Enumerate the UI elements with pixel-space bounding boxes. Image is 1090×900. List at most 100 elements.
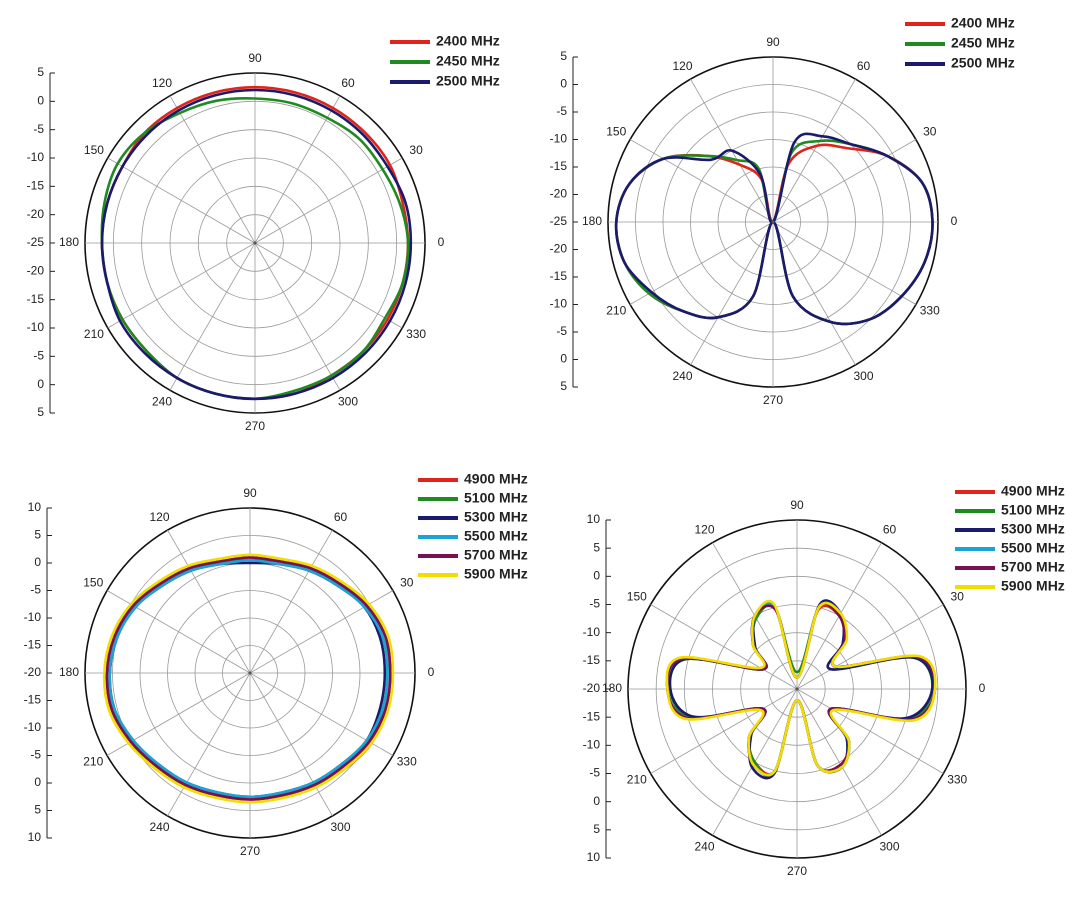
radial-tick-label: -15 xyxy=(583,709,601,723)
radial-tick-label: -25 xyxy=(27,235,45,249)
radial-tick-label: -20 xyxy=(583,681,601,695)
legend-label: 2400 MHz xyxy=(951,15,1015,31)
angle-label: 180 xyxy=(59,235,79,249)
center-dot xyxy=(253,241,257,245)
angle-label: 210 xyxy=(627,773,647,787)
grid-spoke xyxy=(169,242,256,391)
radial-tick-label: -10 xyxy=(24,720,42,734)
grid-spoke xyxy=(254,242,403,329)
radial-tick-label: -5 xyxy=(589,766,600,780)
grid-spoke xyxy=(650,604,798,690)
angle-label: 300 xyxy=(338,395,358,409)
radial-tick-label: -10 xyxy=(550,132,568,146)
radial-tick-label: 0 xyxy=(593,794,600,808)
radial-tick-label: -5 xyxy=(556,104,567,118)
grid-spoke xyxy=(107,242,256,329)
legend-label: 5700 MHz xyxy=(1001,559,1065,575)
angle-label: 330 xyxy=(947,773,967,787)
grid-spoke xyxy=(167,529,251,674)
angle-label: 180 xyxy=(602,681,622,695)
grid-spoke xyxy=(249,672,333,817)
angle-label: 90 xyxy=(766,35,780,49)
angle-label: 270 xyxy=(763,393,783,407)
angle-label: 120 xyxy=(672,59,692,73)
angle-label: 330 xyxy=(920,304,940,318)
grid-spoke xyxy=(249,529,333,674)
legend-label: 4900 MHz xyxy=(464,471,528,487)
grid-spoke xyxy=(629,221,774,305)
radial-tick-label: -5 xyxy=(30,583,41,597)
pattern-line xyxy=(665,604,937,776)
angle-label: 210 xyxy=(606,304,626,318)
legend-label: 4900 MHz xyxy=(1001,483,1065,499)
grid-spoke xyxy=(249,590,394,674)
angle-label: 210 xyxy=(83,755,103,769)
grid-spoke xyxy=(796,604,944,690)
angle-label: 120 xyxy=(149,510,169,524)
radial-tick-label: -20 xyxy=(24,665,42,679)
angle-label: 240 xyxy=(694,840,714,854)
angle-label: 90 xyxy=(243,486,257,500)
pattern-line xyxy=(665,599,937,777)
radial-tick-label: -10 xyxy=(27,150,45,164)
angle-label: 60 xyxy=(883,523,897,537)
radial-tick-label: 10 xyxy=(587,512,601,526)
radial-tick-label: -15 xyxy=(24,638,42,652)
polar-chart: 0 30 60 90 120 150 180 210 240 270 300 330 -20 -15 -15… xyxy=(583,483,1065,878)
legend-label: 5500 MHz xyxy=(464,528,528,544)
radial-tick-label: -25 xyxy=(550,214,568,228)
angle-label: 120 xyxy=(152,76,172,90)
pattern-line xyxy=(108,559,389,799)
polar-chart: 0 30 60 90 120 150 180 210 240 270 300 330 -25 -20 -20… xyxy=(550,15,1015,407)
pattern-line xyxy=(614,132,934,326)
radial-tick-label: 5 xyxy=(34,803,41,817)
legend-label: 2500 MHz xyxy=(951,55,1015,71)
legend-label: 5100 MHz xyxy=(1001,502,1065,518)
legend-label: 5900 MHz xyxy=(464,566,528,582)
grid-spoke xyxy=(772,139,917,223)
legend-label: 5900 MHz xyxy=(1001,578,1065,594)
radial-tick-label: -20 xyxy=(550,242,568,256)
grid-spoke xyxy=(629,139,774,223)
legend-label: 2400 MHz xyxy=(436,33,500,49)
radial-tick-label: 10 xyxy=(28,500,42,514)
angle-label: 60 xyxy=(341,76,355,90)
angle-label: 0 xyxy=(438,235,445,249)
grid-spoke xyxy=(254,95,341,244)
radial-tick-label: 0 xyxy=(34,775,41,789)
radial-tick-label: -5 xyxy=(33,122,44,136)
angle-label: 90 xyxy=(790,498,804,512)
grid-spoke xyxy=(254,242,341,391)
angle-label: 60 xyxy=(334,510,348,524)
angle-label: 240 xyxy=(672,369,692,383)
angle-label: 150 xyxy=(627,590,647,604)
angle-label: 300 xyxy=(853,369,873,383)
grid-spoke xyxy=(650,688,798,774)
grid-spoke xyxy=(254,157,403,244)
grid-spoke xyxy=(772,221,917,305)
radial-tick-label: -15 xyxy=(550,269,568,283)
angle-label: 30 xyxy=(409,143,423,157)
legend-label: 2450 MHz xyxy=(436,53,500,69)
angle-label: 0 xyxy=(979,681,986,695)
grid-spoke xyxy=(107,157,256,244)
radial-tick-label: -10 xyxy=(550,297,568,311)
angle-label: 150 xyxy=(84,143,104,157)
angle-label: 60 xyxy=(857,59,871,73)
radial-tick-label: 0 xyxy=(37,94,44,108)
polar-chart: 0 30 60 90 120 150 180 210 240 270 300 330 -20 -15 -15… xyxy=(24,471,528,858)
legend-label: 5700 MHz xyxy=(464,547,528,563)
angle-label: 90 xyxy=(248,51,262,65)
center-dot xyxy=(248,671,252,675)
radial-tick-label: 5 xyxy=(593,540,600,554)
angle-label: 0 xyxy=(428,665,435,679)
grid-spoke xyxy=(106,590,251,674)
pattern-line xyxy=(105,556,392,801)
angle-label: 180 xyxy=(582,214,602,228)
radial-tick-label: -5 xyxy=(589,597,600,611)
radial-tick-label: -15 xyxy=(583,653,601,667)
radial-tick-label: -10 xyxy=(583,738,601,752)
radial-tick-label: -20 xyxy=(27,264,45,278)
radial-tick-label: 0 xyxy=(593,569,600,583)
